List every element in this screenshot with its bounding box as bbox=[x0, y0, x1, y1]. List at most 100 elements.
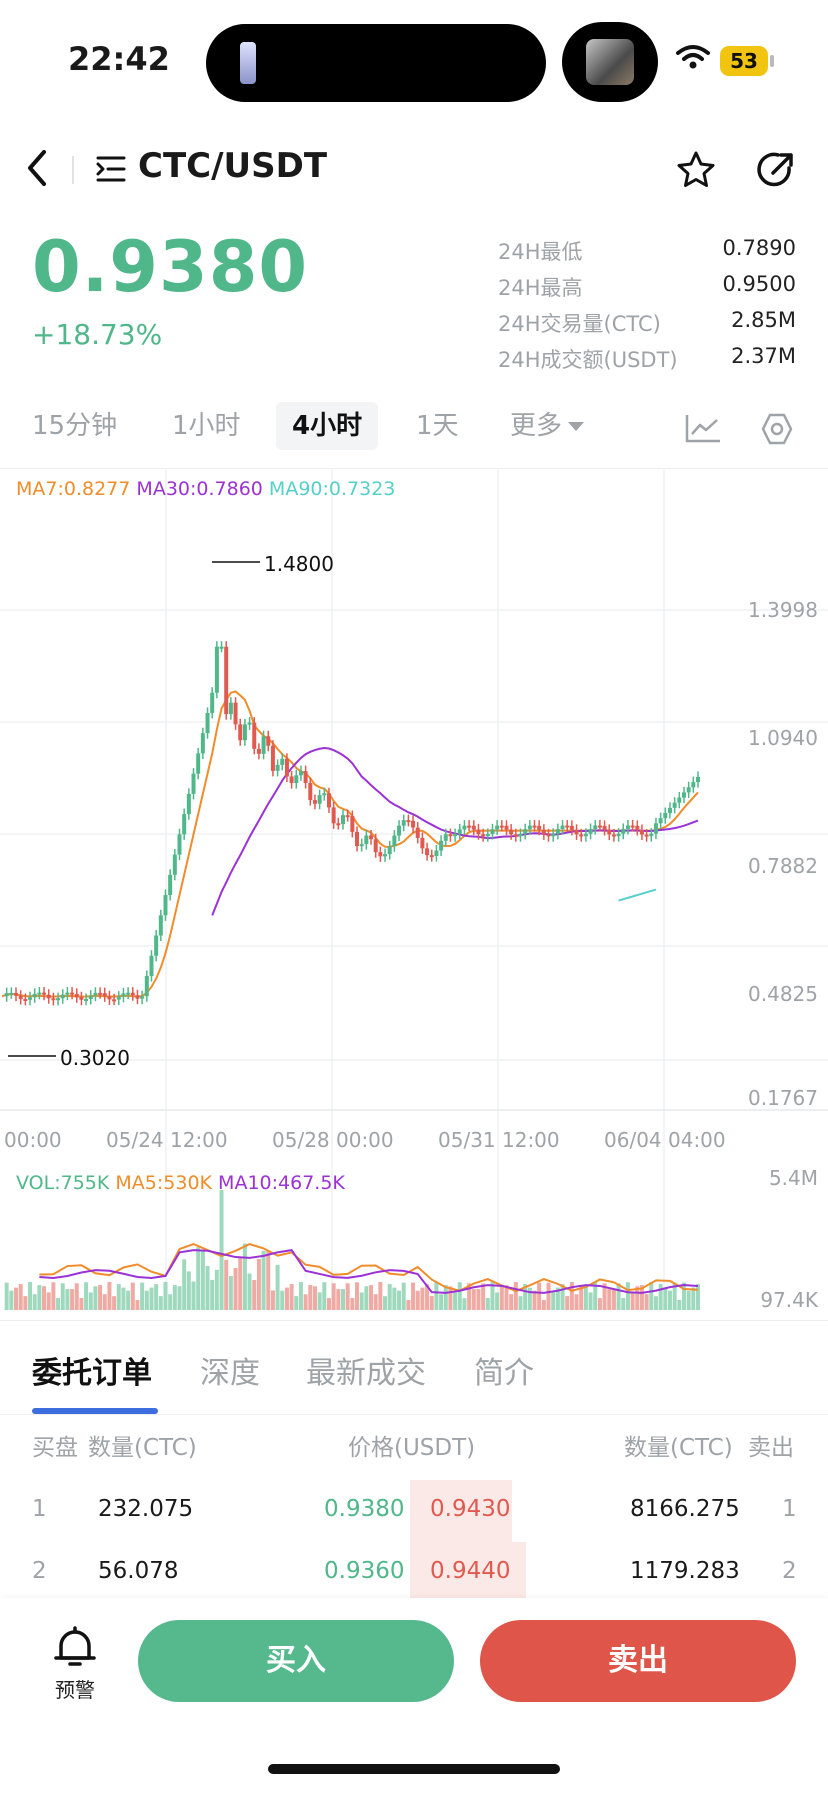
volume-bar bbox=[340, 1289, 345, 1310]
tab-more-label: 更多 bbox=[510, 411, 563, 441]
tab-more[interactable]: 更多 bbox=[510, 402, 585, 450]
volume-bar bbox=[294, 1296, 299, 1310]
candle-body bbox=[378, 852, 383, 857]
bid-qty-header: 数量(CTC) bbox=[88, 1435, 197, 1461]
bid-price[interactable]: 0.9360 bbox=[324, 1558, 405, 1584]
volume-bar bbox=[182, 1259, 187, 1310]
candle-body bbox=[467, 825, 472, 828]
candle-body bbox=[228, 702, 233, 715]
back-icon[interactable] bbox=[22, 148, 52, 188]
bid-qty: 232.075 bbox=[98, 1496, 194, 1522]
candle-body bbox=[611, 834, 616, 837]
volume-bar bbox=[112, 1296, 117, 1310]
tab-15m[interactable]: 15分钟 bbox=[32, 411, 118, 441]
volume-bar bbox=[93, 1286, 98, 1310]
pair-list-icon[interactable] bbox=[96, 154, 126, 184]
volume-bar bbox=[401, 1282, 406, 1310]
row-index-right: 1 bbox=[782, 1496, 797, 1522]
tab-1h[interactable]: 1小时 bbox=[172, 411, 241, 441]
volume-bar bbox=[663, 1287, 668, 1310]
volume-bar bbox=[635, 1286, 640, 1310]
stat-label: 24H最低 bbox=[498, 240, 583, 264]
volume-bar bbox=[210, 1279, 215, 1310]
volume-bar bbox=[574, 1294, 579, 1310]
alert-label[interactable]: 预警 bbox=[55, 1678, 95, 1702]
line-chart-icon[interactable] bbox=[684, 412, 722, 444]
candle-body bbox=[429, 855, 434, 858]
tab-4h[interactable]: 4小时 bbox=[276, 402, 379, 450]
tab-orders[interactable]: 委托订单 bbox=[32, 1356, 152, 1391]
volume-bar bbox=[126, 1290, 131, 1310]
volume-bar bbox=[499, 1286, 504, 1310]
volume-bar bbox=[345, 1283, 350, 1310]
bid-price[interactable]: 0.9380 bbox=[324, 1496, 405, 1522]
volume-bar bbox=[513, 1282, 518, 1310]
orderbook-row[interactable]: 2 56.078 0.9360 0.9440 1179.283 2 bbox=[0, 1542, 828, 1604]
tab-latest-trades[interactable]: 最新成交 bbox=[306, 1356, 426, 1391]
candle-body bbox=[635, 825, 640, 831]
volume-bar bbox=[303, 1294, 308, 1310]
volume-bar bbox=[541, 1299, 546, 1310]
pair-header: CTC/USDT bbox=[0, 130, 828, 210]
share-icon[interactable] bbox=[756, 150, 796, 190]
favorite-star-icon[interactable] bbox=[676, 150, 716, 190]
volume-bar bbox=[4, 1282, 9, 1310]
row-index-right: 2 bbox=[782, 1558, 797, 1584]
kline-chart[interactable]: MA7:0.8277 MA30:0.7860 MA90:0.7323 1.399… bbox=[0, 470, 828, 1320]
candle-body bbox=[266, 736, 271, 746]
candle-body bbox=[588, 829, 593, 834]
volume-bar bbox=[233, 1267, 238, 1310]
candle-body bbox=[308, 783, 313, 801]
volume-bar bbox=[415, 1290, 420, 1310]
tab-depth[interactable]: 深度 bbox=[200, 1356, 260, 1391]
candle-body bbox=[158, 915, 163, 936]
volume-bar bbox=[672, 1282, 677, 1310]
settings-hexagon-icon[interactable] bbox=[760, 412, 794, 446]
candle-body bbox=[303, 771, 308, 784]
orderbook-row[interactable]: 1 232.075 0.9380 0.9430 8166.275 1 bbox=[0, 1480, 828, 1542]
x-tick: 05/28 00:00 bbox=[272, 1128, 394, 1152]
candle-body bbox=[140, 996, 145, 999]
volume-bar bbox=[602, 1283, 607, 1310]
volume-bar bbox=[70, 1289, 75, 1310]
volume-bar bbox=[639, 1285, 644, 1310]
candle-body bbox=[420, 837, 425, 849]
candle-body bbox=[219, 646, 224, 649]
pair-title[interactable]: CTC/USDT bbox=[138, 146, 328, 186]
candle-body bbox=[294, 775, 299, 784]
candle-body bbox=[46, 994, 51, 999]
volume-bar bbox=[555, 1287, 560, 1310]
tab-1d[interactable]: 1天 bbox=[416, 411, 459, 441]
candle-body bbox=[177, 834, 182, 855]
24h-stats: 24H最低 0.7890 24H最高 0.9500 24H交易量(CTC) 2.… bbox=[498, 236, 796, 380]
candle-body bbox=[383, 854, 388, 857]
active-tab-indicator bbox=[32, 1408, 158, 1414]
tab-intro[interactable]: 简介 bbox=[474, 1356, 534, 1391]
candle-body bbox=[126, 992, 131, 995]
bell-alert-icon[interactable] bbox=[50, 1626, 100, 1670]
candle-body bbox=[196, 753, 201, 774]
x-tick: 05/31 12:00 bbox=[438, 1128, 560, 1152]
candle-body bbox=[481, 834, 486, 837]
sell-button[interactable]: 卖出 bbox=[480, 1620, 796, 1702]
volume-bar bbox=[644, 1294, 649, 1310]
low-price-marker: 0.3020 bbox=[60, 1046, 130, 1070]
candle-body bbox=[256, 748, 261, 754]
ask-price[interactable]: 0.9430 bbox=[430, 1496, 511, 1522]
x-tick: 05/24 12:00 bbox=[106, 1128, 228, 1152]
orderbook-tabs: 委托订单 深度 最新成交 简介 bbox=[0, 1324, 828, 1414]
volume-bar bbox=[369, 1285, 374, 1310]
chart-canvas[interactable] bbox=[0, 470, 828, 1320]
candle-body bbox=[537, 825, 542, 830]
buy-button[interactable]: 买入 bbox=[138, 1620, 454, 1702]
volume-bar bbox=[60, 1283, 65, 1310]
candle-body bbox=[667, 807, 672, 814]
candle-body bbox=[84, 999, 89, 1002]
ma30-value: MA30:0.7860 bbox=[136, 478, 263, 500]
candle-body bbox=[336, 823, 341, 826]
volume-bar bbox=[130, 1282, 135, 1310]
candle-body bbox=[495, 825, 500, 830]
candle-body bbox=[555, 829, 560, 834]
volume-bar bbox=[18, 1284, 23, 1310]
ask-price[interactable]: 0.9440 bbox=[430, 1558, 511, 1584]
